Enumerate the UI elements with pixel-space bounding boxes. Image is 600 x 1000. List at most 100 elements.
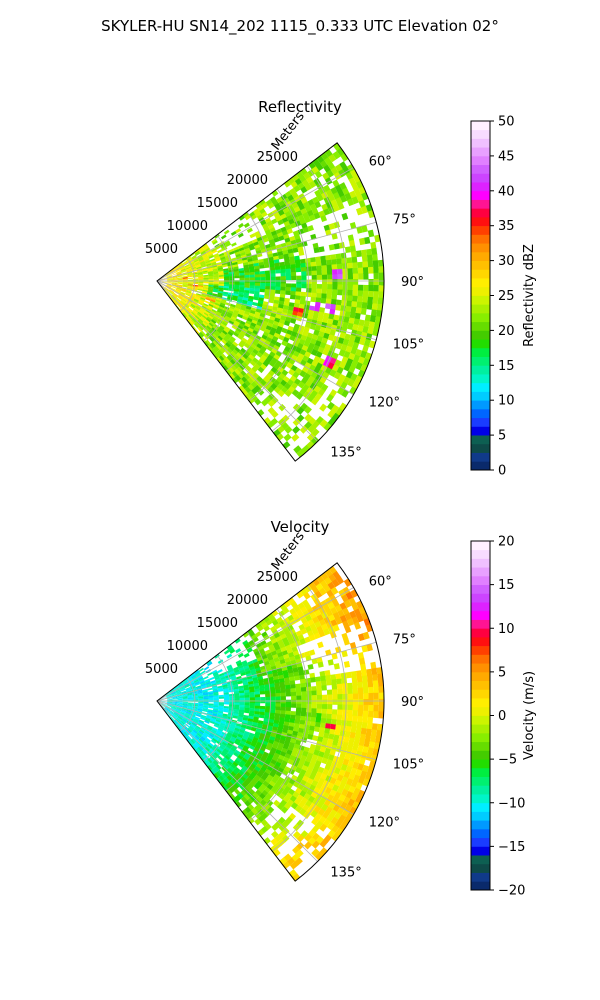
radar-cell bbox=[342, 166, 351, 175]
radar-cell bbox=[259, 208, 266, 215]
radar-cell bbox=[239, 320, 246, 326]
radar-cell bbox=[331, 232, 338, 240]
radar-cell bbox=[233, 729, 240, 735]
radar-cell bbox=[283, 721, 290, 727]
radar-cell bbox=[167, 279, 173, 281]
radar-cell bbox=[249, 694, 255, 698]
radar-cell bbox=[194, 307, 200, 312]
radar-cell bbox=[233, 286, 240, 290]
radar-cell bbox=[341, 257, 348, 265]
radar-cell bbox=[332, 699, 338, 705]
radar-cell bbox=[237, 745, 244, 751]
radar-cell bbox=[269, 196, 277, 203]
radar-cell bbox=[255, 642, 263, 649]
radar-cell bbox=[263, 680, 270, 686]
radar-cell bbox=[223, 306, 230, 311]
radar-cell bbox=[269, 683, 275, 688]
radar-cell bbox=[224, 762, 231, 768]
radar-cell bbox=[197, 675, 203, 680]
radar-cell bbox=[172, 697, 178, 699]
radar-cell bbox=[271, 396, 279, 404]
radar-cell bbox=[183, 683, 189, 687]
radar-cell bbox=[357, 716, 363, 723]
radar-cell bbox=[284, 717, 290, 723]
radar-cell bbox=[285, 272, 292, 277]
radar-cell bbox=[259, 270, 266, 275]
radar-cell bbox=[314, 325, 322, 332]
radar-cell bbox=[265, 273, 271, 278]
radar-cell bbox=[355, 362, 363, 371]
radar-cell bbox=[192, 744, 198, 750]
radar-cell bbox=[284, 681, 291, 686]
radar-cell bbox=[299, 674, 306, 680]
radar-cell bbox=[296, 834, 305, 843]
radar-cell bbox=[224, 254, 231, 259]
radar-cell bbox=[262, 751, 270, 758]
radar-cell bbox=[352, 704, 359, 711]
radar-cell bbox=[268, 780, 276, 788]
radar-cell bbox=[166, 695, 172, 698]
radar-cell bbox=[217, 349, 223, 356]
radar-cell bbox=[222, 739, 229, 745]
radar-cell bbox=[202, 708, 208, 711]
radar-cell bbox=[173, 265, 179, 270]
radar-cell bbox=[221, 680, 227, 684]
radar-cell bbox=[280, 710, 286, 715]
radar-cell bbox=[225, 789, 232, 796]
radar-cell bbox=[198, 258, 204, 262]
radar-cell bbox=[352, 687, 359, 695]
radar-cell bbox=[213, 304, 220, 308]
radar-cell bbox=[207, 743, 213, 749]
radar-cell bbox=[212, 333, 218, 339]
radar-cell bbox=[192, 286, 198, 289]
radar-cell bbox=[274, 761, 282, 768]
radar-cell bbox=[200, 250, 206, 255]
radar-cell bbox=[318, 630, 326, 638]
radar-cell bbox=[214, 732, 221, 738]
radar-cell bbox=[264, 396, 272, 404]
radar-cell bbox=[228, 338, 235, 344]
radar-cell bbox=[264, 684, 270, 689]
radar-cell bbox=[207, 758, 213, 764]
radar-cell bbox=[200, 728, 206, 733]
radar-cell bbox=[335, 342, 343, 350]
radar-cell bbox=[258, 297, 264, 302]
radar-cell bbox=[166, 275, 172, 278]
radar-cell bbox=[272, 672, 279, 678]
radar-cell bbox=[291, 699, 297, 704]
range-tick-label: 15000 bbox=[197, 196, 238, 211]
radar-cell bbox=[233, 751, 240, 758]
radar-cell bbox=[161, 696, 167, 700]
radar-cell bbox=[328, 313, 335, 320]
radar-cell bbox=[242, 773, 249, 780]
radar-cell bbox=[252, 329, 259, 336]
radar-cell bbox=[252, 301, 258, 307]
radar-cell bbox=[346, 715, 353, 722]
radar-cell bbox=[187, 705, 193, 708]
radar-cell bbox=[352, 710, 358, 717]
radar-cell bbox=[279, 603, 287, 611]
radar-cell bbox=[299, 638, 307, 645]
radar-cell bbox=[186, 268, 192, 272]
radar-cell bbox=[200, 337, 206, 343]
radar-cell bbox=[200, 714, 207, 718]
radar-cell bbox=[269, 351, 276, 358]
azimuth-tick-label: 60° bbox=[369, 155, 392, 170]
radar-cell bbox=[241, 747, 248, 753]
radar-cell bbox=[348, 177, 357, 186]
radar-cell bbox=[192, 693, 198, 696]
radar-cell bbox=[171, 694, 177, 697]
radar-cell bbox=[319, 746, 327, 754]
radar-cell bbox=[172, 278, 178, 280]
radar-cell bbox=[354, 756, 361, 764]
radar-cell bbox=[257, 366, 265, 374]
radar-cell bbox=[341, 683, 348, 690]
radar-cell bbox=[226, 340, 233, 346]
colorbar-segment bbox=[471, 706, 490, 716]
radar-cell bbox=[244, 308, 251, 313]
radar-cell bbox=[206, 307, 212, 313]
radar-cell bbox=[294, 299, 301, 305]
radar-cell bbox=[252, 749, 259, 756]
radar-cell bbox=[219, 674, 226, 679]
